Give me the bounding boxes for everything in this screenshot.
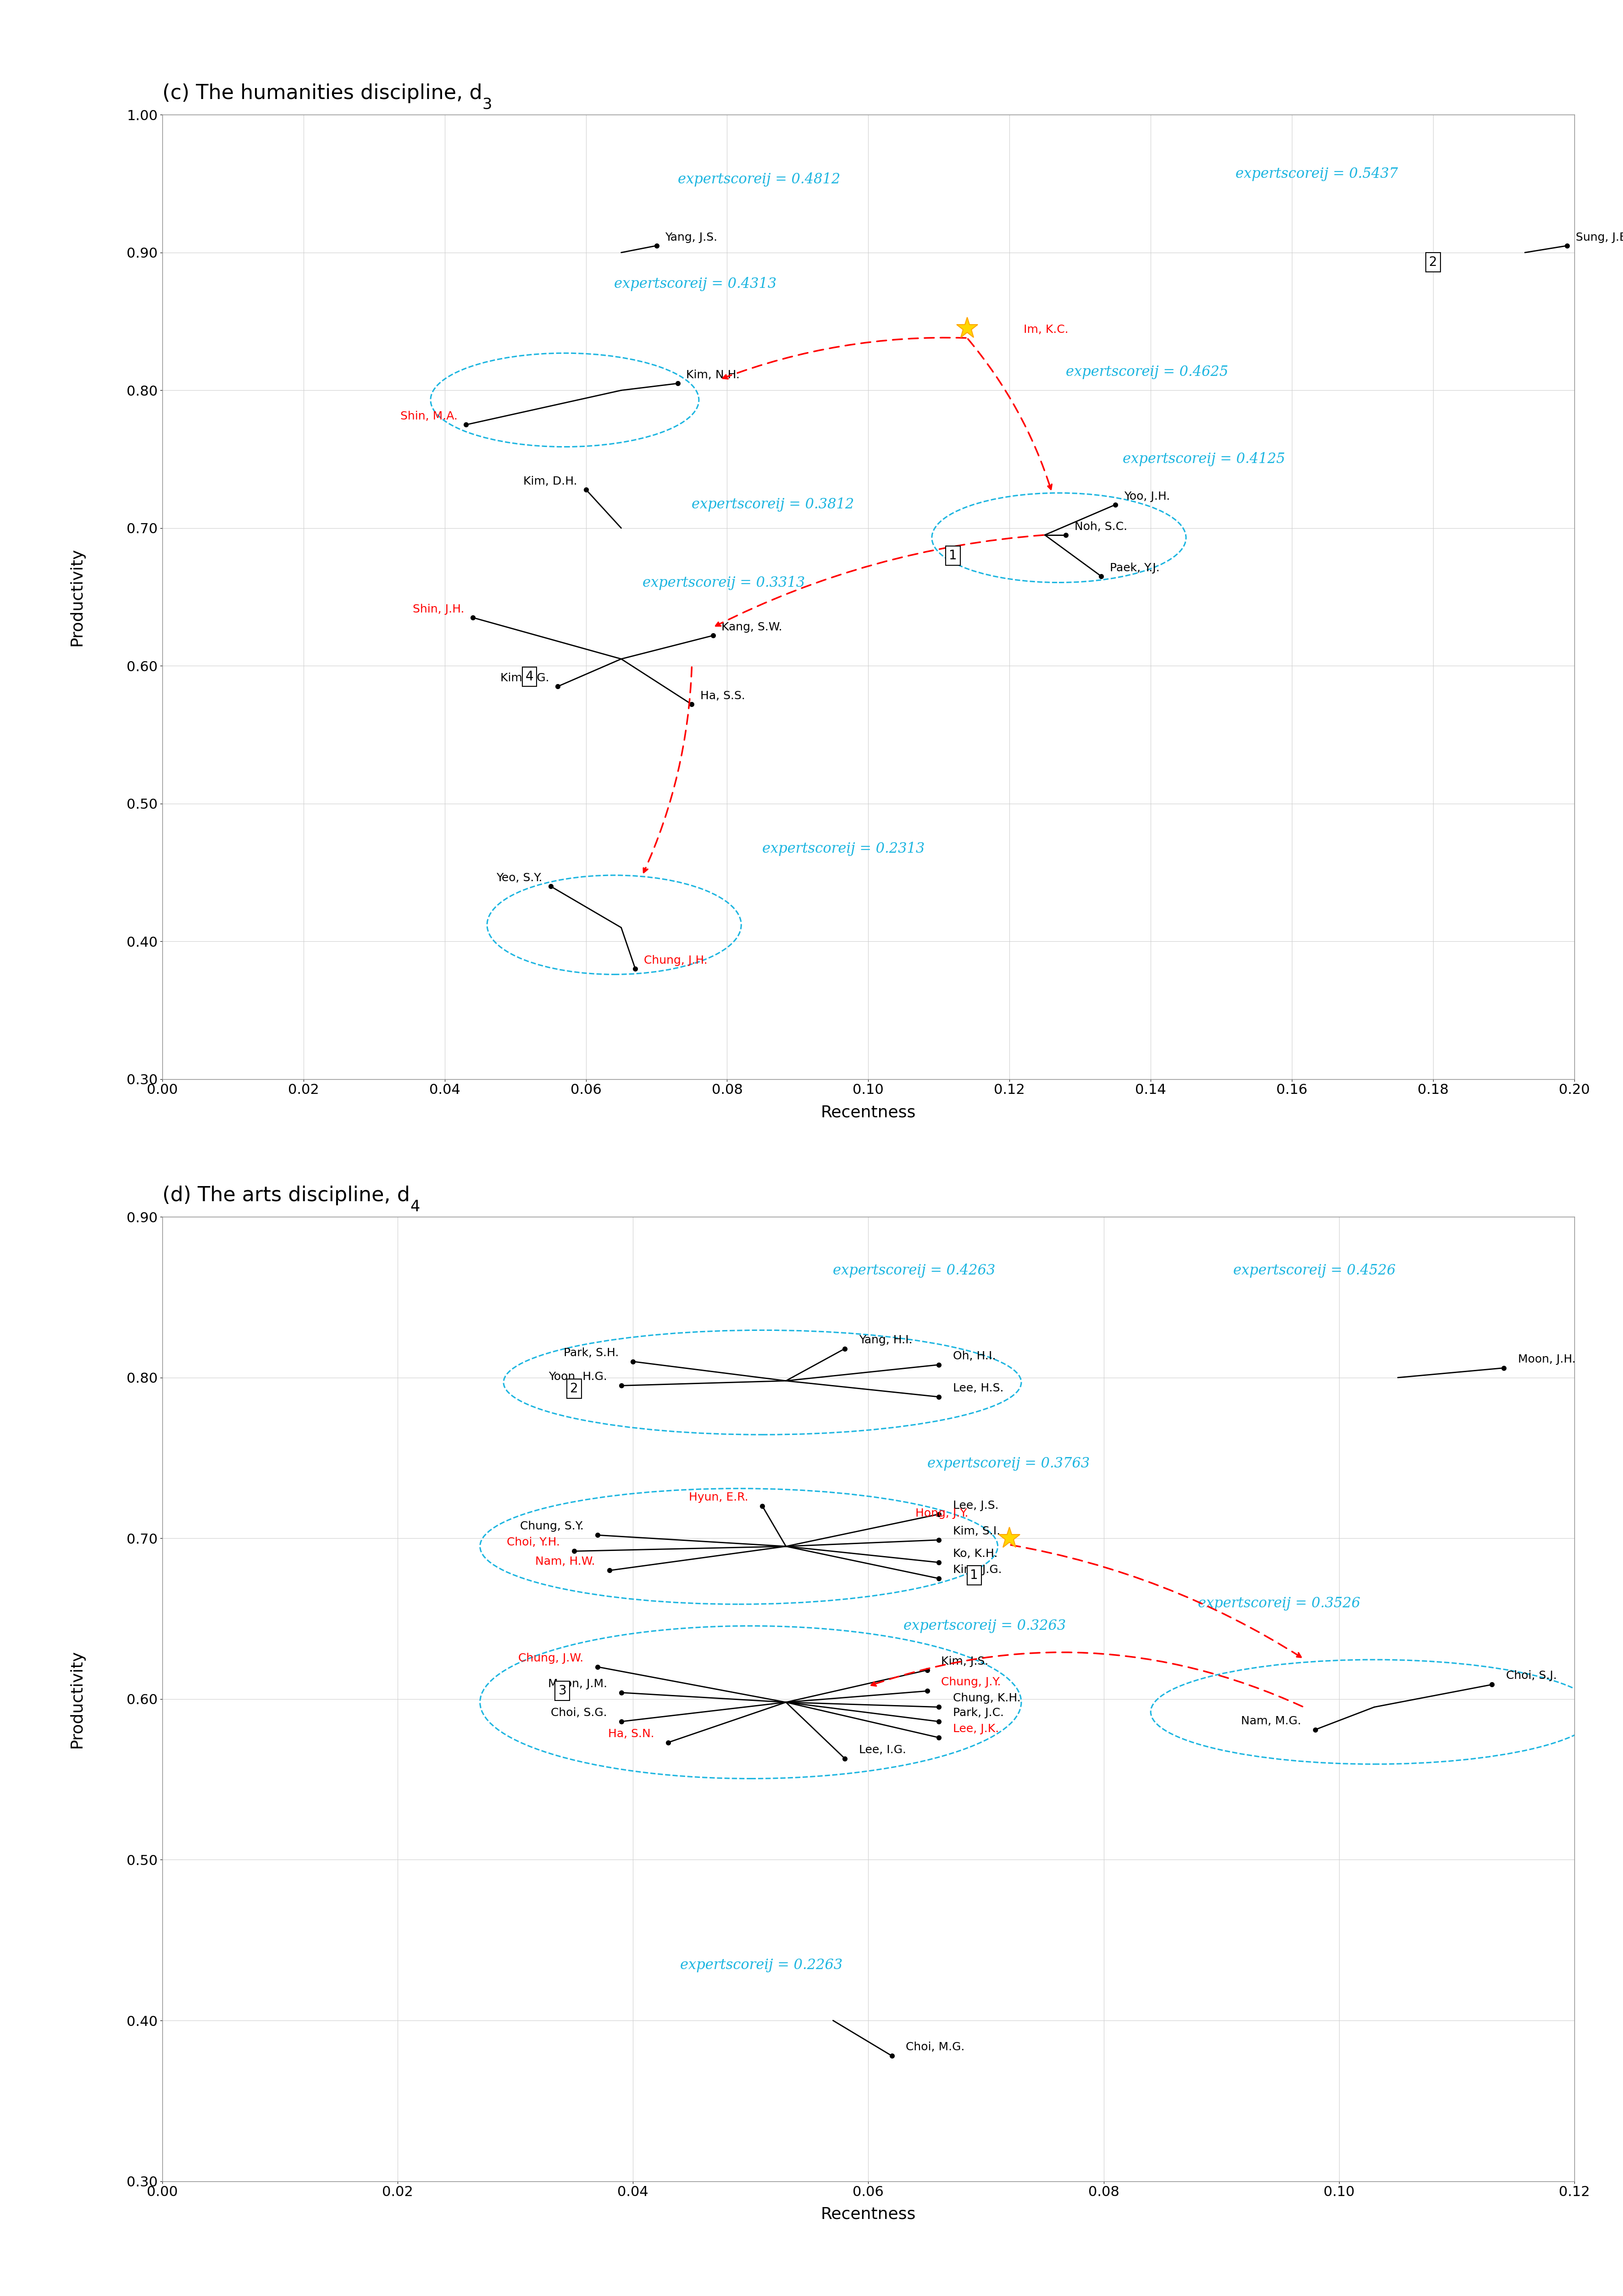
Text: 1: 1 [971, 1568, 979, 1582]
Text: Lee, J.S.: Lee, J.S. [953, 1499, 998, 1511]
Text: Hong, J.Y.: Hong, J.Y. [915, 1508, 969, 1520]
Text: Yeo, S.Y.: Yeo, S.Y. [497, 872, 542, 884]
Text: expertscoreij = 0.2313: expertscoreij = 0.2313 [763, 843, 925, 856]
Text: Choi, M.G.: Choi, M.G. [906, 2041, 964, 2053]
Text: expertscoreij = 0.3812: expertscoreij = 0.3812 [691, 498, 854, 512]
Text: Kim, D.H.: Kim, D.H. [524, 475, 578, 487]
Text: Kim, S.I.: Kim, S.I. [953, 1527, 1000, 1536]
Text: Chung, J.H.: Chung, J.H. [644, 955, 708, 967]
Text: Paek, Y.J.: Paek, Y.J. [1110, 563, 1159, 574]
Text: Choi, S.G.: Choi, S.G. [550, 1708, 607, 1717]
Text: Kim, J.G.: Kim, J.G. [500, 673, 549, 684]
Text: (c) The humanities discipline, d: (c) The humanities discipline, d [162, 83, 482, 103]
Text: Im, K.C.: Im, K.C. [1024, 324, 1068, 335]
Text: Chung, S.Y.: Chung, S.Y. [519, 1520, 584, 1531]
Text: Hyun, E.R.: Hyun, E.R. [688, 1492, 748, 1504]
Text: 2: 2 [570, 1382, 578, 1396]
Text: 1: 1 [949, 549, 958, 563]
Text: expertscoreij = 0.4812: expertscoreij = 0.4812 [678, 172, 841, 186]
Text: 4: 4 [526, 670, 534, 684]
Text: Lee, H.S.: Lee, H.S. [953, 1382, 1003, 1394]
Text: Ko, K.H.: Ko, K.H. [953, 1548, 998, 1559]
Text: Yang, J.S.: Yang, J.S. [665, 232, 717, 243]
Text: expertscoreij = 0.3763: expertscoreij = 0.3763 [927, 1456, 1089, 1472]
Text: Chung, J.W.: Chung, J.W. [518, 1653, 584, 1665]
Text: Kim, N.H.: Kim, N.H. [687, 370, 740, 381]
Text: Ha, S.N.: Ha, S.N. [609, 1729, 654, 1740]
Text: Choi, Y.H.: Choi, Y.H. [506, 1536, 560, 1548]
Text: expertscoreij = 0.4526: expertscoreij = 0.4526 [1233, 1263, 1396, 1279]
Text: expertscoreij = 0.5437: expertscoreij = 0.5437 [1235, 168, 1397, 181]
Text: Kang, S.W.: Kang, S.W. [722, 622, 782, 634]
Text: Park, J.C.: Park, J.C. [953, 1708, 1005, 1717]
Text: Ha, S.S.: Ha, S.S. [700, 691, 745, 703]
Text: Lee, I.G.: Lee, I.G. [859, 1745, 906, 1756]
Text: expertscoreij = 0.3313: expertscoreij = 0.3313 [643, 576, 805, 590]
Text: Nam, M.G.: Nam, M.G. [1242, 1715, 1302, 1727]
Y-axis label: Productivity: Productivity [70, 1651, 84, 1747]
Text: expertscoreij = 0.3526: expertscoreij = 0.3526 [1198, 1596, 1360, 1612]
Text: 4: 4 [411, 1199, 420, 1215]
Text: Chung, J.Y.: Chung, J.Y. [941, 1676, 1001, 1688]
Text: Shin, J.H.: Shin, J.H. [412, 604, 464, 615]
Text: Chung, K.H.: Chung, K.H. [953, 1692, 1021, 1704]
Text: Kim, J.G.: Kim, J.G. [953, 1564, 1001, 1575]
Text: expertscoreij = 0.3263: expertscoreij = 0.3263 [904, 1619, 1066, 1632]
Text: (d) The arts discipline, d: (d) The arts discipline, d [162, 1185, 411, 1205]
Text: Noh, S.C.: Noh, S.C. [1074, 521, 1128, 533]
Text: 3: 3 [558, 1685, 566, 1697]
Text: Moon, J.M.: Moon, J.M. [549, 1678, 607, 1690]
Text: expertscoreij = 0.4313: expertscoreij = 0.4313 [613, 278, 776, 292]
Text: 2: 2 [1430, 255, 1436, 269]
Text: expertscoreij = 0.4125: expertscoreij = 0.4125 [1123, 452, 1285, 466]
Text: Yang, H.I.: Yang, H.I. [859, 1334, 912, 1345]
Text: Yoo, J.H.: Yoo, J.H. [1123, 491, 1170, 503]
Text: Sung, J.E.: Sung, J.E. [1576, 232, 1623, 243]
Text: Lee, J.K.: Lee, J.K. [953, 1724, 1000, 1733]
Text: Kim, J.S.: Kim, J.S. [941, 1655, 988, 1667]
Text: 3: 3 [482, 96, 492, 113]
Text: Park, S.H.: Park, S.H. [563, 1348, 618, 1359]
Text: Shin, M.A.: Shin, M.A. [401, 411, 458, 422]
Text: expertscoreij = 0.4625: expertscoreij = 0.4625 [1066, 365, 1229, 379]
Text: Nam, H.W.: Nam, H.W. [536, 1557, 596, 1568]
Text: Moon, J.H.: Moon, J.H. [1518, 1355, 1576, 1364]
X-axis label: Recentness: Recentness [821, 1104, 915, 1120]
Text: Yoon, H.G.: Yoon, H.G. [549, 1371, 607, 1382]
Y-axis label: Productivity: Productivity [70, 549, 84, 645]
Text: expertscoreij = 0.4263: expertscoreij = 0.4263 [833, 1263, 995, 1279]
Text: Oh, H.I.: Oh, H.I. [953, 1350, 997, 1362]
X-axis label: Recentness: Recentness [821, 2206, 915, 2223]
Text: expertscoreij = 0.2263: expertscoreij = 0.2263 [680, 1958, 842, 1972]
Text: Choi, S.J.: Choi, S.J. [1506, 1671, 1556, 1681]
